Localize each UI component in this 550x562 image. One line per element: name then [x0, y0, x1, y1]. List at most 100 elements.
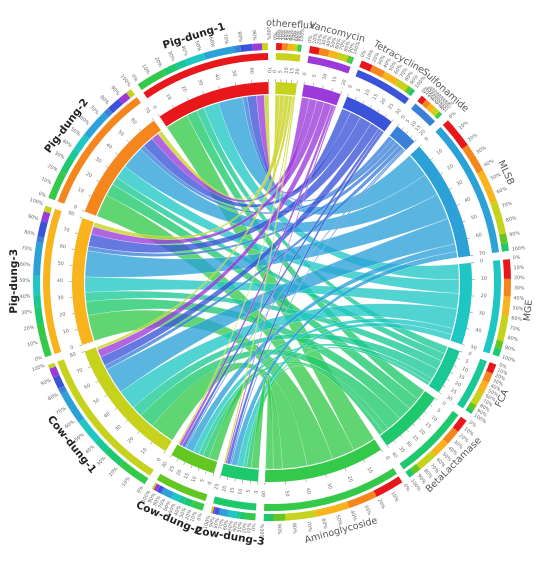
tick-mark [385, 114, 387, 116]
tick-mark [441, 173, 444, 175]
tick-mark [220, 475, 221, 478]
tick-label: 30 [445, 394, 453, 402]
tick-mark [435, 398, 437, 400]
tick-label: 25 [449, 387, 457, 395]
tick-mark [460, 351, 463, 352]
tick-mark [172, 105, 173, 108]
tick-label: 20 [453, 380, 461, 388]
percent-tick-label: 0% [34, 355, 44, 363]
tick-mark [184, 462, 185, 465]
stack-segment-othereflux-pig-dung-3 [288, 44, 294, 51]
tick-label: 5 [278, 70, 284, 73]
tick-label: 20 [295, 68, 302, 75]
percent-tick-label: 80% [24, 229, 36, 237]
percent-tick-label: 70% [88, 104, 100, 116]
tick-mark [235, 82, 236, 85]
tick-mark [392, 119, 394, 121]
tick-label: 25 [387, 102, 395, 110]
tick-label: 10 [62, 328, 69, 335]
arc-othereflux[interactable] [275, 82, 297, 95]
percent-tick-label: 100% [511, 245, 526, 253]
tick-mark [227, 477, 228, 480]
tick-label: 20 [446, 163, 454, 171]
tick-label: 20 [417, 428, 426, 437]
tick-label: 5 [464, 358, 469, 365]
tick-label: 25 [213, 483, 220, 490]
tick-mark [370, 105, 371, 108]
tick-mark [88, 367, 91, 368]
tick-label: 40 [390, 451, 398, 459]
stack-segment-aminoglycoside-cow-dung-2 [273, 514, 285, 521]
tick-label: 70 [143, 106, 151, 114]
tick-label: 15 [424, 421, 433, 430]
percent-tick-label: 0% [402, 483, 411, 493]
tick-label: 20 [221, 485, 228, 492]
percent-tick-label: 70% [509, 325, 521, 333]
stack-segment-othereflux-cow-dung-1 [293, 44, 298, 51]
tick-label: 80 [67, 210, 75, 218]
stack-segment-pig-dung-3-mge [33, 275, 40, 295]
tick-label: 10 [461, 366, 469, 374]
tick-mark [431, 158, 433, 160]
tick-mark [322, 86, 323, 89]
percent-tick-label: 10% [513, 265, 524, 272]
tick-mark [80, 217, 83, 218]
tick-label: 30 [478, 310, 485, 317]
percent-tick-label: 70% [55, 406, 68, 417]
tick-label: 35 [397, 446, 405, 454]
tick-mark [407, 430, 409, 432]
tick-label: 10 [190, 475, 198, 483]
tick-label: 15 [183, 472, 191, 480]
tick-mark [96, 381, 99, 382]
tick-label: 0 [467, 351, 472, 358]
percent-tick-label: 80% [505, 215, 517, 224]
tick-label: 10 [77, 187, 85, 195]
tick-label: 30 [94, 156, 102, 164]
tick-label: 70 [76, 367, 84, 375]
percent-tick-label: 20% [153, 56, 163, 69]
tick-mark [213, 473, 214, 476]
percent-tick-label: 0% [448, 110, 458, 120]
tick-label: 25 [411, 434, 420, 443]
tick-label: 60 [129, 117, 138, 126]
stack-segment-pig-dung-1-betalactamase [163, 63, 178, 75]
tick-label: 15 [331, 76, 339, 84]
percent-tick-label: 90% [27, 214, 39, 223]
tick-label: 40 [464, 196, 472, 204]
percent-tick-label: 50% [19, 278, 30, 284]
tick-mark [449, 188, 452, 189]
tick-mark [345, 468, 346, 471]
percent-tick-label: 80% [291, 523, 298, 535]
tick-mark [397, 124, 399, 126]
tick-label: 50 [93, 397, 101, 405]
tick-mark [378, 110, 380, 113]
percent-tick-label: 10% [27, 340, 39, 349]
tick-label: 50 [116, 129, 125, 138]
tick-label: 60 [83, 383, 91, 391]
percent-tick-label: 30% [166, 50, 176, 63]
tick-label: 30 [114, 424, 123, 433]
percent-tick-label: 10% [458, 120, 470, 132]
percent-tick-label: 30% [514, 285, 525, 291]
tick-label: 20 [85, 171, 93, 179]
percent-tick-label: 70% [222, 33, 230, 45]
tick-mark [116, 153, 118, 155]
percent-tick-label: 10% [40, 176, 53, 186]
percent-tick-label: 70% [305, 521, 313, 533]
tick-label: 25 [168, 465, 176, 473]
tick-label: 30 [394, 108, 402, 116]
tick-label: 5 [312, 74, 319, 78]
percent-tick-label: 30% [362, 504, 372, 517]
percent-tick-label: 30% [475, 145, 488, 156]
tick-mark [75, 233, 78, 234]
stack-segment-aminoglycoside-cow-dung-3 [264, 514, 274, 521]
tick-label: 10 [237, 488, 244, 495]
stack-segment-cow-dung-2-aminoglycoside [191, 500, 204, 510]
tick-label: 10 [164, 93, 172, 101]
percent-tick-label: 20% [23, 324, 35, 332]
tick-label: 40 [57, 278, 63, 284]
tick-mark [219, 86, 220, 89]
tick-label: 60 [248, 68, 255, 75]
